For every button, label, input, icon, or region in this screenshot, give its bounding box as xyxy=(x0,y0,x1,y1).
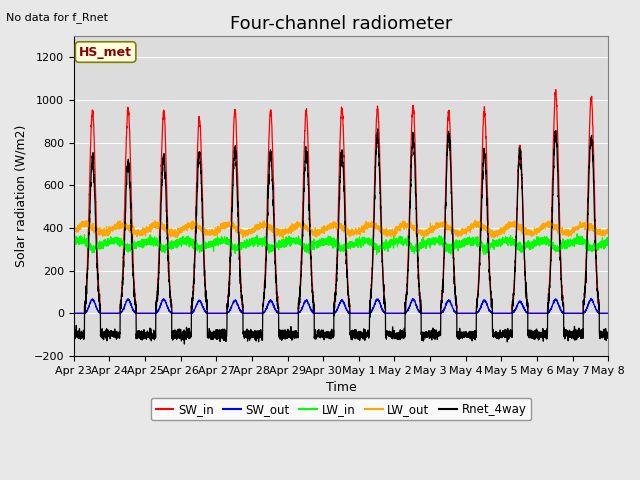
LW_out xyxy=(604,228,612,234)
LW_out xyxy=(321,225,329,231)
SW_out xyxy=(587,296,595,301)
LW_out xyxy=(70,227,77,232)
SW_out xyxy=(70,311,77,316)
LW_out xyxy=(192,217,200,223)
LW_out xyxy=(166,228,173,234)
LW_out xyxy=(604,230,611,236)
LW_in xyxy=(491,238,499,243)
Rnet_4way xyxy=(180,341,188,347)
Rnet_4way xyxy=(70,331,77,336)
LW_in xyxy=(604,242,612,248)
SW_in xyxy=(321,311,329,316)
SW_out xyxy=(321,311,329,316)
X-axis label: Time: Time xyxy=(326,381,356,394)
SW_out xyxy=(604,311,612,316)
SW_out xyxy=(431,311,439,316)
SW_out xyxy=(604,311,611,316)
Text: HS_met: HS_met xyxy=(79,46,132,59)
Line: LW_out: LW_out xyxy=(74,220,608,239)
LW_out xyxy=(461,227,468,233)
SW_in xyxy=(491,311,499,316)
SW_out xyxy=(166,308,173,314)
SW_in xyxy=(461,311,468,316)
LW_in xyxy=(70,236,77,241)
LW_in xyxy=(431,240,439,246)
LW_out xyxy=(492,229,499,235)
Rnet_4way xyxy=(492,332,499,338)
SW_in xyxy=(604,311,611,316)
Line: SW_out: SW_out xyxy=(74,299,608,313)
LW_in xyxy=(480,252,488,257)
Legend: SW_in, SW_out, LW_in, LW_out, Rnet_4way: SW_in, SW_out, LW_in, LW_out, Rnet_4way xyxy=(151,398,531,420)
SW_in xyxy=(604,311,612,316)
SW_out xyxy=(491,311,499,316)
Rnet_4way xyxy=(461,334,468,340)
Line: Rnet_4way: Rnet_4way xyxy=(74,129,608,344)
Line: SW_in: SW_in xyxy=(74,90,608,313)
SW_in xyxy=(70,311,77,316)
LW_in xyxy=(604,241,611,247)
Y-axis label: Solar radiation (W/m2): Solar radiation (W/m2) xyxy=(15,125,28,267)
SW_in xyxy=(166,284,173,289)
LW_in xyxy=(461,236,468,241)
Rnet_4way xyxy=(604,332,612,338)
LW_out xyxy=(431,226,439,231)
Rnet_4way xyxy=(604,330,611,336)
SW_in xyxy=(431,311,439,316)
Text: No data for f_Rnet: No data for f_Rnet xyxy=(6,12,108,23)
LW_in xyxy=(321,240,329,246)
Rnet_4way xyxy=(166,290,173,296)
LW_out xyxy=(280,236,287,241)
SW_out xyxy=(461,311,468,316)
SW_in xyxy=(552,87,559,93)
Title: Four-channel radiometer: Four-channel radiometer xyxy=(230,15,452,33)
Line: LW_in: LW_in xyxy=(74,234,608,254)
LW_in xyxy=(573,231,581,237)
Rnet_4way xyxy=(431,336,439,342)
LW_in xyxy=(166,239,173,245)
Rnet_4way xyxy=(321,331,329,336)
Rnet_4way xyxy=(374,126,381,132)
